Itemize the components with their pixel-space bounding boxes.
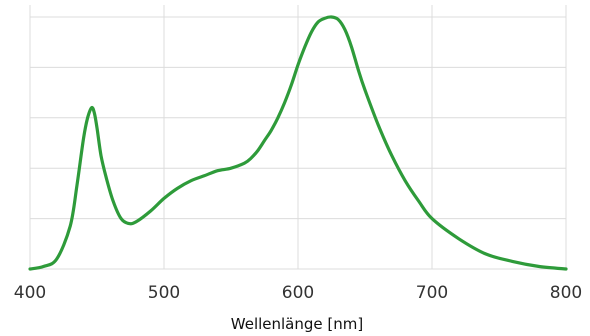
x-tick-label: 500 bbox=[148, 283, 180, 303]
series-layer bbox=[28, 15, 568, 271]
x-tick-label: 600 bbox=[282, 283, 314, 303]
x-tick-label: 400 bbox=[14, 283, 46, 303]
spectrum-line bbox=[28, 15, 568, 271]
x-axis-label: Wellenlänge [nm] bbox=[231, 315, 363, 333]
x-tick-label: 700 bbox=[416, 283, 448, 303]
vertical-gridlines bbox=[29, 5, 567, 269]
x-tick-label: 800 bbox=[550, 283, 582, 303]
x-tick-labels: 400 500 600 700 800 bbox=[14, 283, 582, 303]
